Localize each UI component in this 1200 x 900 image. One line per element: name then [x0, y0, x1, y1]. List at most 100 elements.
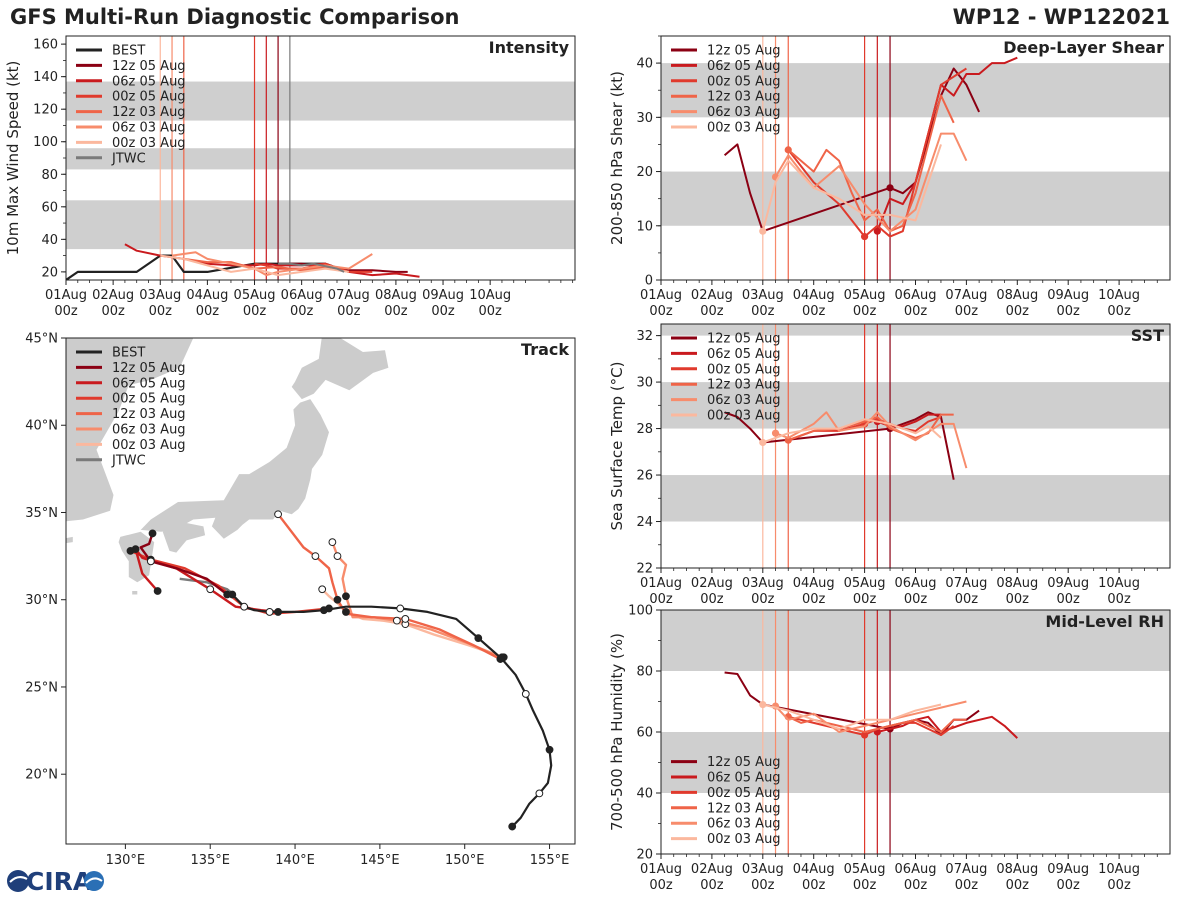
rh-band-1 — [661, 610, 1170, 671]
sst-xtick-sublabel: 00z — [1006, 592, 1030, 607]
sst-series-12z-03-aug — [787, 413, 954, 442]
track-xtick-label: 155°E — [530, 853, 570, 868]
shear-series-06z-03-aug — [774, 132, 968, 233]
shear-legend-label: 00z 03 Aug — [707, 121, 781, 136]
intensity-xtick-sublabel: 00z — [54, 304, 78, 319]
intensity-legend-label: 06z 03 Aug — [112, 121, 186, 136]
intensity-xtick-label: 10Aug — [469, 288, 511, 303]
track-point-00z-03-aug — [318, 585, 327, 594]
sst-xtick-label: 03Aug — [742, 576, 784, 591]
shear-xtick-label: 10Aug — [1098, 288, 1140, 303]
rh-band-0 — [661, 732, 1170, 793]
shear-marker-00z-03-aug — [759, 227, 767, 235]
rh-xtick-sublabel: 00z — [649, 878, 673, 893]
sst-title: SST — [1131, 326, 1164, 345]
rh-legend-label: 00z 03 Aug — [707, 832, 781, 847]
rh-series-06z-05-aug — [877, 715, 1018, 739]
sst-ytick-label: 30 — [636, 376, 653, 391]
shear-legend-label: 00z 05 Aug — [707, 74, 781, 89]
intensity-xtick-label: 03Aug — [139, 288, 181, 303]
track-point-00z-05-aug — [240, 602, 249, 611]
rh-marker-00z-03-aug — [759, 700, 767, 709]
sst-legend-label: 06z 03 Aug — [707, 393, 781, 408]
shear-marker-00z-05-aug — [861, 233, 869, 241]
shear-ytick-label: 20 — [636, 165, 653, 180]
shear-xtick-label: 03Aug — [742, 288, 784, 303]
sst-legend-label: 00z 05 Aug — [707, 362, 781, 377]
intensity-xtick-sublabel: 00z — [196, 304, 220, 319]
intensity-xtick-sublabel: 00z — [243, 304, 267, 319]
track-point-00z-03-aug — [342, 608, 350, 616]
intensity-ytick-label: 20 — [41, 265, 58, 280]
intensity-ytick-label: 40 — [41, 233, 58, 248]
shear-xtick-label: 05Aug — [844, 288, 886, 303]
shear-band-1 — [661, 63, 1170, 118]
intensity-series-group — [66, 243, 420, 280]
track-point-12z-03-aug — [274, 510, 282, 519]
rh-series-06z-03-aug — [774, 700, 967, 733]
intensity-xtick-sublabel: 00z — [101, 304, 125, 319]
shear-xtick-sublabel: 00z — [1107, 304, 1131, 319]
shear-xtick-label: 07Aug — [945, 288, 987, 303]
shear-ytick-label: 30 — [636, 111, 653, 126]
shear-xtick-label: 02Aug — [691, 288, 733, 303]
intensity-legend-label: 00z 03 Aug — [112, 136, 186, 151]
sst-xtick-sublabel: 00z — [802, 592, 826, 607]
shear-xtick-sublabel: 00z — [904, 304, 928, 319]
shear-xtick-label: 08Aug — [996, 288, 1038, 303]
sakhalin-land — [326, 333, 338, 338]
intensity-series-00z-03-aug — [160, 254, 349, 277]
rh-legend-label: 06z 03 Aug — [707, 817, 781, 832]
rh-ylabel: 700-500 hPa Humidity (%) — [608, 633, 626, 831]
rh-legend-label: 00z 05 Aug — [707, 786, 781, 801]
rh-xtick-label: 03Aug — [742, 862, 784, 877]
shear-legend-label: 12z 03 Aug — [707, 90, 781, 105]
intensity-title: Intensity — [489, 38, 570, 57]
track-title: Track — [521, 340, 569, 359]
track-line-00z-05-aug — [130, 549, 330, 615]
track-panel: 130°E 135°E 140°E 145°E 150°E 155°E 20°N 25°N 30… — [25, 332, 576, 868]
sst-marker-06z-03-aug — [771, 429, 780, 437]
rh-xtick-sublabel: 00z — [1006, 878, 1030, 893]
rh-ytick-label: 20 — [636, 848, 653, 863]
track-point-best — [265, 608, 274, 616]
track-legend-label: 12z 05 Aug — [112, 361, 186, 376]
shear-marker-12z-05-aug — [886, 184, 894, 192]
intensity-ytick-label: 60 — [41, 200, 58, 215]
yakushima-land — [132, 591, 138, 595]
intensity-xtick-label: 04Aug — [186, 288, 228, 303]
rh-xtick-sublabel: 00z — [1107, 878, 1131, 893]
intensity-band-1 — [66, 148, 575, 170]
rh-xtick-label: 09Aug — [1047, 862, 1089, 877]
sst-series-00z-03-aug — [762, 418, 942, 444]
rh-series-00z-03-aug — [762, 703, 942, 730]
sst-xtick-sublabel: 00z — [700, 592, 724, 607]
track-point-06z-05-aug — [131, 545, 140, 554]
rh-xtick-sublabel: 00z — [1057, 878, 1081, 893]
shear-xtick-sublabel: 00z — [751, 304, 775, 319]
sst-xtick-label: 08Aug — [996, 576, 1038, 591]
intensity-xtick-sublabel: 00z — [431, 304, 455, 319]
track-legend-label: JTWC — [111, 453, 146, 468]
storm-id-title: WP12 - WP122021 — [952, 5, 1170, 29]
shear-series-00z-03-aug — [761, 144, 942, 232]
track-line-06z-03-aug — [331, 541, 503, 659]
sst-xtick-sublabel: 00z — [955, 592, 979, 607]
rh-xtick-sublabel: 00z — [751, 878, 775, 893]
rh-xtick-label: 06Aug — [895, 862, 937, 877]
shear-xtick-sublabel: 00z — [1006, 304, 1030, 319]
track-point-12z-03-aug — [311, 552, 320, 561]
intensity-legend-label: 00z 05 Aug — [112, 90, 186, 105]
swoosh-icon — [84, 871, 104, 891]
intensity-series-12z-03-aug — [183, 257, 350, 273]
intensity-legend-label: 06z 05 Aug — [112, 74, 186, 89]
rh-xtick-label: 05Aug — [844, 862, 886, 877]
cira-globe-icon — [7, 870, 29, 892]
sst-legend-label: 12z 05 Aug — [707, 332, 781, 347]
intensity-xtick-label: 05Aug — [234, 288, 276, 303]
intensity-xtick-label: 08Aug — [375, 288, 417, 303]
rh-xtick-label: 04Aug — [793, 862, 835, 877]
rh-legend-label: 12z 03 Aug — [707, 801, 781, 816]
track-xtick-label: 140°E — [275, 853, 315, 868]
rh-panel: 2040608010001Aug00z02Aug00z03Aug00z04Aug… — [608, 604, 1171, 893]
